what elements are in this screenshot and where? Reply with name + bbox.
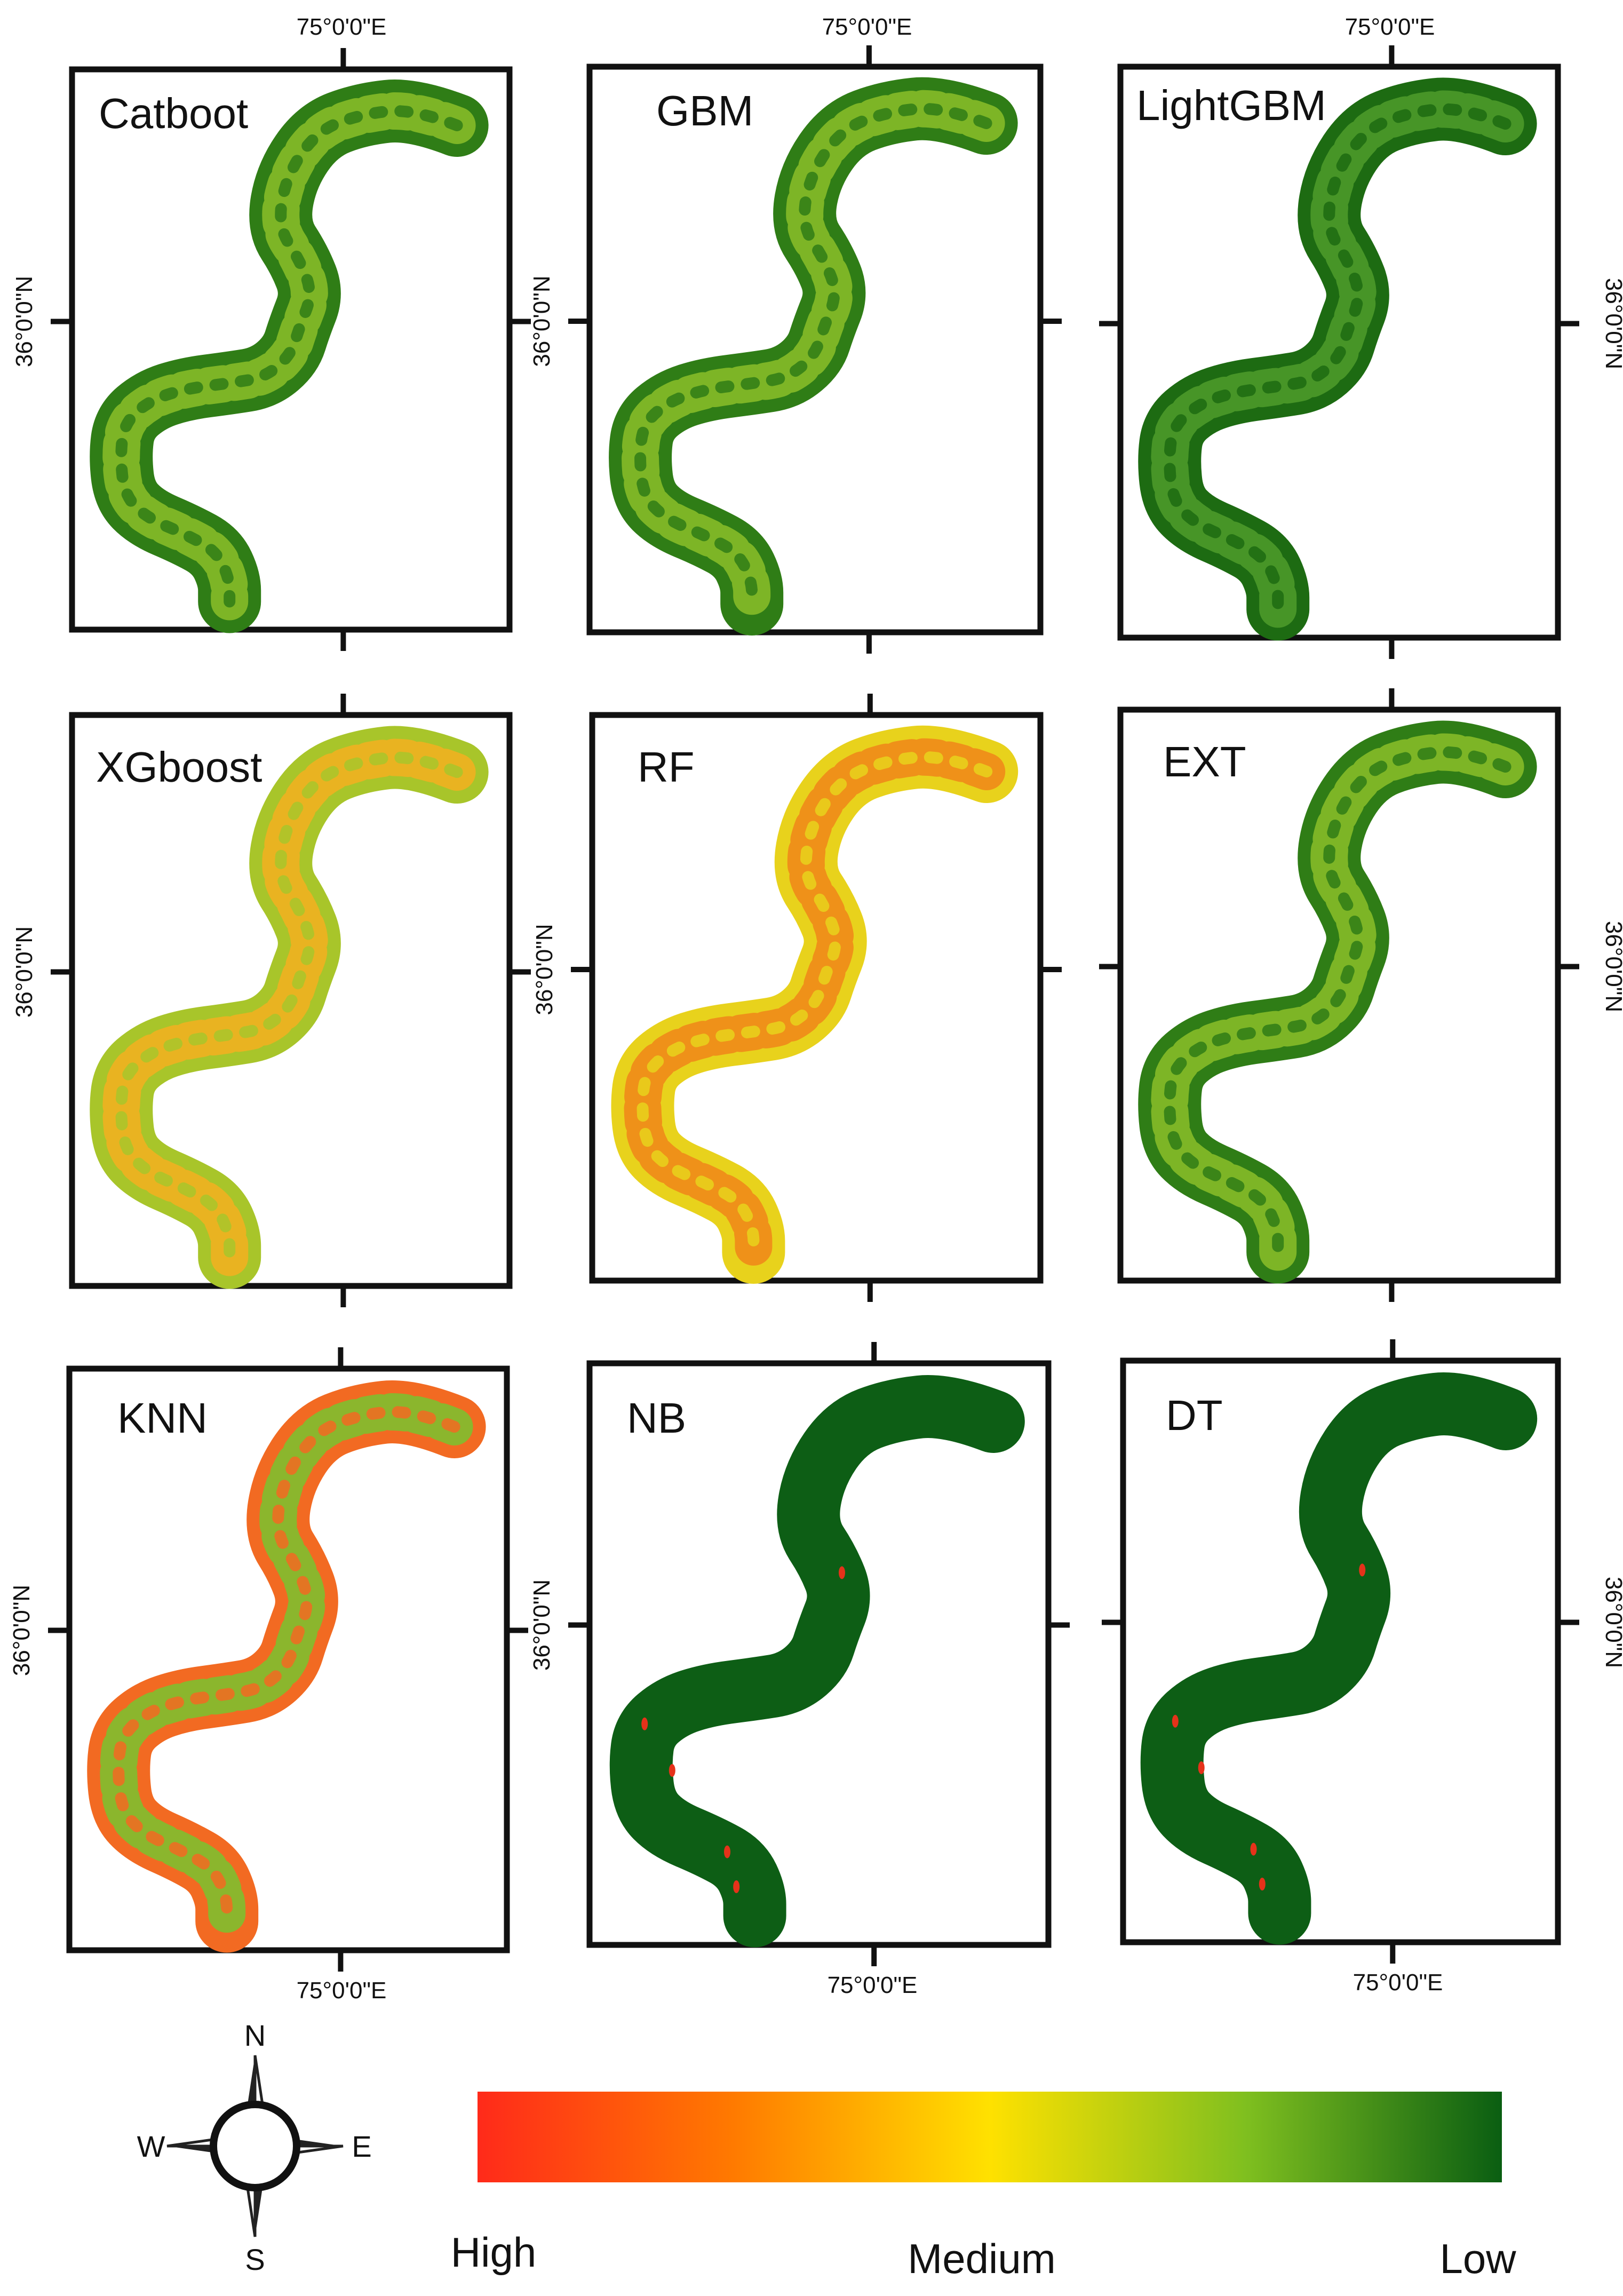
map-panel-ext: EXT 36°0'0"N: [1099, 688, 1623, 1302]
longitude-label: 75°0'0"E: [1353, 1969, 1443, 1996]
river-texture-inner: [113, 1405, 460, 1927]
longitude-label: 75°0'0"E: [297, 1977, 387, 2004]
high-risk-spot: [839, 1566, 845, 1579]
panel-title-dt: DT: [1166, 1392, 1223, 1439]
longitude-label: 75°0'0"E: [297, 14, 387, 40]
map-panel-dt: DT 36°0'0"N 75°0'0"E: [1102, 1339, 1623, 1996]
high-risk-spot: [1172, 1714, 1179, 1728]
map-panel-nb: NB 36°0'0"N 75°0'0"E: [529, 1342, 1070, 1998]
latitude-label: 36°0'0"N: [11, 276, 37, 367]
compass-south-label: S: [245, 2243, 265, 2276]
latitude-label: 36°0'0"N: [529, 275, 555, 367]
latitude-label: 36°0'0"N: [9, 1585, 35, 1676]
panel-title-rf: RF: [638, 743, 695, 791]
river-texture-inner: [1164, 103, 1511, 615]
high-risk-spot: [733, 1880, 740, 1893]
latitude-label: 36°0'0"N: [11, 926, 37, 1018]
legend-high-label: High: [451, 2229, 536, 2276]
panels-layer: Catboot 36°0'0"N 75°0'0"E GBM 36°0'0"N 75°0'0…: [9, 14, 1623, 2004]
panel-title-nb: NB: [627, 1394, 686, 1442]
river-texture-inner: [634, 102, 992, 610]
high-risk-spot: [1259, 1878, 1266, 1890]
longitude-label: 75°0'0"E: [828, 1972, 918, 1998]
map-panel-xgboost: XGboost 36°0'0"N: [11, 694, 531, 1307]
latitude-label: 36°0'0"N: [1601, 1577, 1623, 1668]
river-texture-inner: [1164, 746, 1511, 1258]
panel-title-knn: KNN: [117, 1394, 208, 1442]
high-risk-spot: [1198, 1761, 1205, 1774]
map-panel-lightgbm: LightGBM 36°0'0"N 75°0'0"E: [1099, 14, 1623, 659]
map-panel-rf: RF 36°0'0"N: [531, 694, 1062, 1302]
latitude-label: 36°0'0"N: [529, 1579, 555, 1671]
river-susceptibility-zone: [1140, 1372, 1538, 1945]
longitude-label: 75°0'0"E: [822, 14, 912, 40]
high-risk-spot: [641, 1717, 648, 1730]
compass-north-label: N: [244, 2019, 266, 2052]
latitude-label: 36°0'0"N: [1601, 278, 1623, 369]
map-panel-catboost: Catboot 36°0'0"N 75°0'0"E: [11, 14, 531, 651]
legend-low-label: Low: [1439, 2235, 1516, 2282]
north-arrow-icon: N S W E: [137, 2019, 372, 2276]
panel-title-catboost: Catboot: [99, 90, 248, 137]
map-panel-knn: KNN 36°0'0"N 75°0'0"E: [9, 1347, 528, 2004]
high-risk-spot: [1250, 1842, 1257, 1856]
map-panel-gbm: GBM 36°0'0"N 75°0'0"E: [529, 14, 1062, 654]
latitude-label: 36°0'0"N: [1601, 921, 1623, 1012]
legend-medium-label: Medium: [908, 2235, 1055, 2282]
panel-title-xgboost: XGboost: [96, 743, 262, 791]
river-texture-inner: [115, 751, 463, 1264]
high-risk-spot: [669, 1764, 675, 1777]
panel-title-gbm: GBM: [656, 87, 753, 134]
panel-title-ext: EXT: [1163, 738, 1246, 785]
river-texture-inner: [637, 751, 993, 1258]
compass-west-label: W: [137, 2130, 165, 2163]
legend: High Medium Low: [451, 2092, 1516, 2282]
compass-east-label: E: [352, 2130, 371, 2163]
latitude-label: 36°0'0"N: [531, 924, 558, 1015]
river-susceptibility-zone: [609, 1375, 1025, 1948]
legend-color-bar: [478, 2092, 1502, 2182]
high-risk-spot: [1359, 1563, 1366, 1577]
longitude-label: 75°0'0"E: [1345, 14, 1435, 40]
high-risk-spot: [724, 1845, 730, 1858]
panel-title-lightgbm: LightGBM: [1136, 82, 1326, 129]
river-texture-inner: [115, 105, 463, 608]
